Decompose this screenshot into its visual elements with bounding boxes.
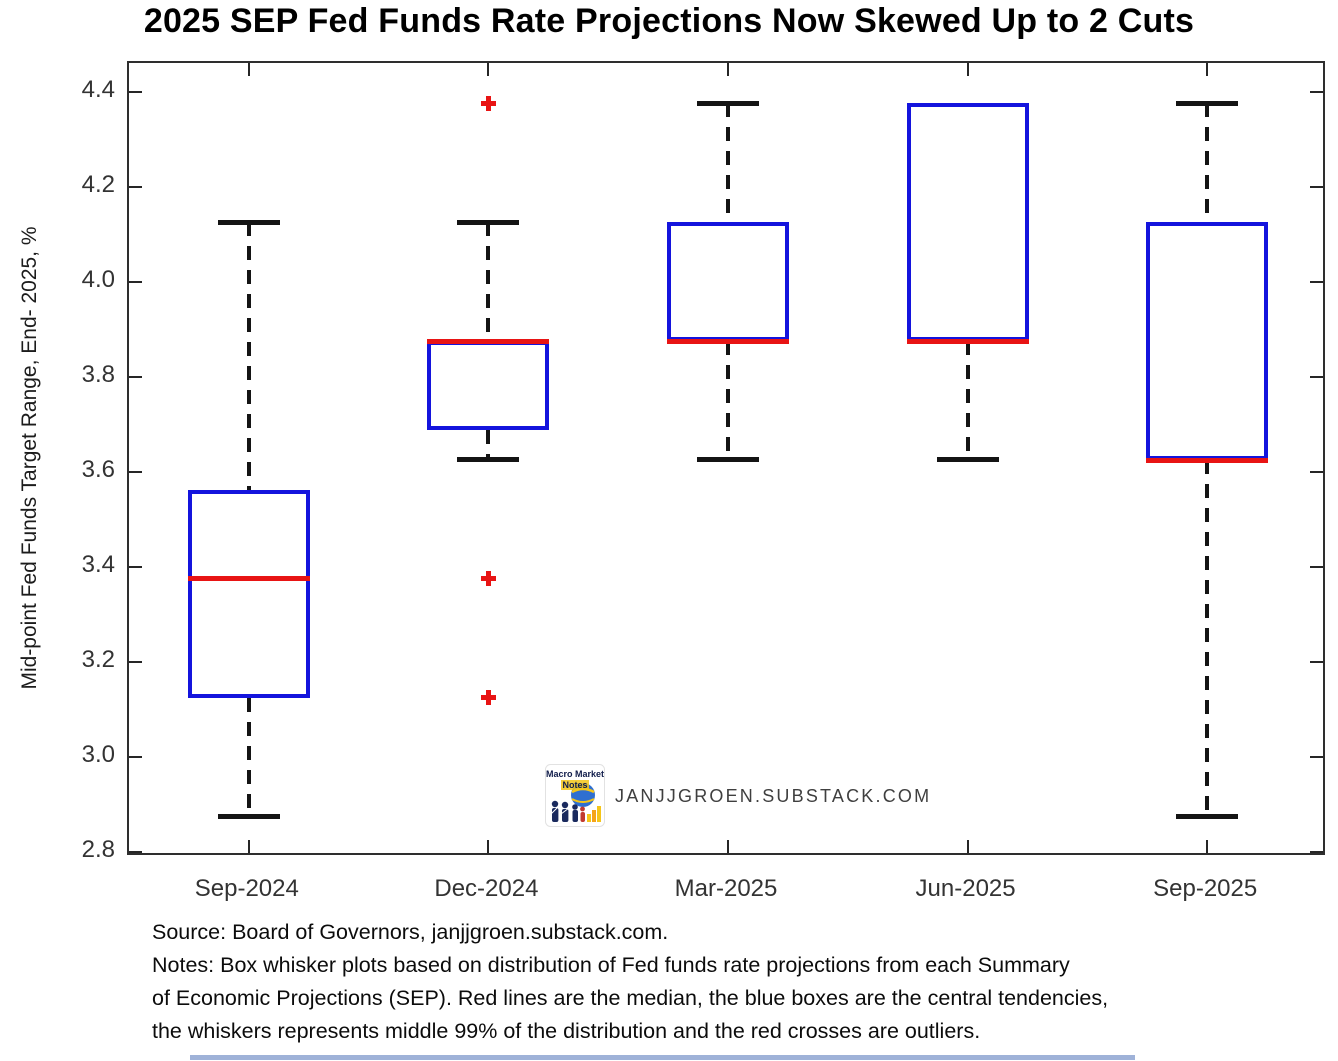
- x-tick-bottom: [487, 840, 490, 853]
- lower-whisker: [1205, 460, 1210, 817]
- y-tick-label: 3.8: [81, 360, 115, 388]
- y-tick-label: 3.2: [81, 646, 115, 674]
- y-tick-label: 3.4: [81, 550, 115, 578]
- lower-whisker-cap: [1176, 813, 1239, 819]
- y-tick-right: [1310, 565, 1323, 568]
- y-tick-right: [1310, 185, 1323, 188]
- footer-source-line: Source: Board of Governors, janjjgroen.s…: [152, 920, 669, 944]
- x-tick-bottom: [247, 840, 250, 853]
- upper-whisker: [1205, 103, 1210, 223]
- x-tick-label: Sep-2024: [194, 875, 299, 902]
- macro-market-notes-logo: Macro Market Notes: [545, 764, 605, 827]
- y-tick-left: [129, 661, 142, 664]
- x-tick-top: [487, 63, 490, 76]
- central-tendency-box: [187, 489, 310, 698]
- lower-whisker: [965, 341, 970, 460]
- central-tendency-box: [906, 103, 1029, 342]
- y-tick-left: [129, 375, 142, 378]
- upper-whisker-cap: [697, 101, 759, 107]
- y-tick-left: [129, 90, 142, 93]
- x-tick-top: [727, 63, 729, 76]
- bottom-blue-bar: [190, 1055, 1135, 1060]
- y-tick-left: [129, 565, 142, 568]
- upper-whisker: [246, 222, 251, 490]
- y-tick-label: 2.8: [81, 836, 115, 864]
- watermark: Macro Market Notes JANJJGROEN.SUBSTACK.C…: [545, 764, 931, 827]
- x-tick-bottom: [1206, 840, 1209, 853]
- y-tick-label: 3.0: [81, 741, 115, 769]
- footer-notes-line-3: the whiskers represents middle 99% of th…: [152, 1019, 981, 1043]
- y-tick-label: 4.4: [81, 75, 115, 103]
- median-line: [187, 576, 310, 582]
- lower-whisker: [726, 341, 730, 460]
- y-tick-left: [129, 756, 142, 759]
- people-icons: [550, 800, 585, 822]
- median-line: [906, 338, 1029, 344]
- y-tick-label: 4.2: [81, 170, 115, 198]
- outlier-cross: [480, 690, 496, 706]
- upper-whisker: [726, 103, 730, 223]
- y-tick-left: [129, 851, 142, 854]
- y-axis-label: Mid-point Fed Funds Target Range, End- 2…: [18, 226, 41, 690]
- x-tick-bottom: [966, 840, 969, 853]
- y-tick-right: [1310, 90, 1323, 93]
- y-tick-label: 3.6: [81, 455, 115, 483]
- lower-whisker-cap: [936, 457, 999, 462]
- median-line: [1146, 457, 1269, 463]
- upper-whisker-cap: [1176, 101, 1239, 107]
- chart-title: 2025 SEP Fed Funds Rate Projections Now …: [143, 2, 1195, 40]
- footer-notes-line-1: Notes: Box whisker plots based on distri…: [152, 953, 1070, 977]
- y-tick-label: 4.0: [81, 265, 115, 293]
- y-tick-right: [1310, 280, 1323, 283]
- x-tick-label: Mar-2025: [674, 875, 778, 902]
- y-tick-right: [1310, 661, 1323, 664]
- bar-chart-icon: [587, 814, 591, 822]
- y-tick-left: [129, 185, 142, 188]
- x-tick-top: [966, 63, 969, 76]
- upper-whisker-cap: [457, 220, 520, 226]
- watermark-site-text: JANJJGROEN.SUBSTACK.COM: [615, 786, 932, 806]
- median-line: [427, 338, 550, 344]
- x-tick-label: Jun-2025: [915, 875, 1016, 902]
- upper-whisker-cap: [217, 220, 280, 226]
- plot-area: [127, 61, 1325, 855]
- lower-whisker: [486, 430, 491, 460]
- y-tick-right: [1310, 756, 1323, 759]
- lower-whisker-cap: [697, 457, 759, 462]
- upper-whisker: [486, 222, 491, 342]
- footer-notes-line-2: of Economic Projections (SEP). Red lines…: [152, 986, 1109, 1010]
- x-tick-top: [1206, 63, 1209, 76]
- y-tick-right: [1310, 851, 1323, 854]
- median-line: [667, 338, 789, 344]
- lower-whisker-cap: [457, 457, 520, 462]
- logo-text-line1: Macro Market: [546, 769, 604, 779]
- y-tick-right: [1310, 375, 1323, 378]
- footer-notes: Source: Board of Governors, janjjgroen.s…: [152, 916, 1108, 1048]
- central-tendency-box: [667, 222, 789, 342]
- y-tick-left: [129, 470, 142, 473]
- lower-whisker: [246, 697, 251, 817]
- central-tendency-box: [1146, 222, 1269, 460]
- y-tick-right: [1310, 470, 1323, 473]
- lower-whisker-cap: [217, 813, 280, 819]
- x-tick-label: Sep-2025: [1153, 875, 1258, 902]
- y-tick-left: [129, 280, 142, 283]
- x-tick-label: Dec-2024: [434, 875, 539, 902]
- x-tick-top: [247, 63, 250, 76]
- outlier-cross: [480, 571, 496, 587]
- central-tendency-box: [427, 341, 550, 431]
- x-tick-bottom: [727, 840, 729, 853]
- outlier-cross: [480, 95, 496, 111]
- logo-text-line2: Notes: [562, 780, 587, 790]
